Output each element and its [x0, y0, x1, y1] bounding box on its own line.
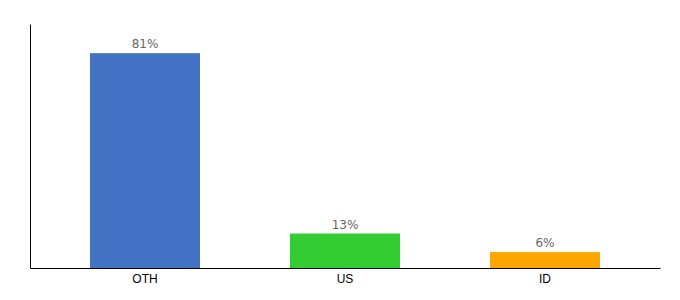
bar — [90, 53, 200, 268]
bar — [290, 234, 400, 268]
y-axis — [30, 25, 31, 269]
data-label: 13% — [332, 218, 359, 232]
data-label: 81% — [132, 37, 159, 51]
x-tick: ID — [539, 268, 551, 286]
plot: 81% 13% 6% OTH US ID — [31, 25, 661, 286]
chart: 81% 13% 6% OTH US ID — [0, 0, 680, 300]
data-label: 6% — [535, 236, 554, 250]
x-axis-line — [31, 268, 661, 269]
x-tick-label: US — [337, 272, 354, 286]
x-tick: OTH — [132, 268, 157, 286]
data-labels: 81% 13% 6% — [132, 37, 555, 250]
x-axis: OTH US ID — [31, 268, 661, 286]
y-axis-line — [30, 25, 31, 269]
bar — [490, 252, 600, 268]
x-tick: US — [337, 268, 354, 286]
x-tick-label: ID — [539, 272, 551, 286]
x-tick-label: OTH — [132, 272, 157, 286]
bars — [90, 53, 600, 268]
